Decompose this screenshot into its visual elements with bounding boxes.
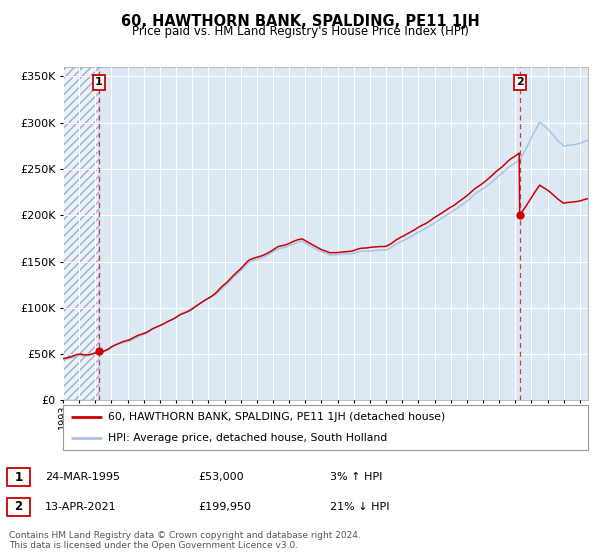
Text: 1: 1 <box>95 77 103 87</box>
Text: 13-APR-2021: 13-APR-2021 <box>45 502 116 512</box>
Text: 24-MAR-1995: 24-MAR-1995 <box>45 472 120 482</box>
Text: 21% ↓ HPI: 21% ↓ HPI <box>330 502 389 512</box>
Bar <box>63 67 99 400</box>
FancyBboxPatch shape <box>63 405 588 450</box>
Text: Contains HM Land Registry data © Crown copyright and database right 2024.
This d: Contains HM Land Registry data © Crown c… <box>9 531 361 550</box>
Bar <box>63 67 99 400</box>
Text: 2: 2 <box>14 500 23 514</box>
Text: 60, HAWTHORN BANK, SPALDING, PE11 1JH (detached house): 60, HAWTHORN BANK, SPALDING, PE11 1JH (d… <box>107 412 445 422</box>
Text: 1: 1 <box>14 470 23 484</box>
Text: 3% ↑ HPI: 3% ↑ HPI <box>330 472 382 482</box>
Text: 2: 2 <box>516 77 524 87</box>
Text: £53,000: £53,000 <box>198 472 244 482</box>
Text: £199,950: £199,950 <box>198 502 251 512</box>
Text: Price paid vs. HM Land Registry's House Price Index (HPI): Price paid vs. HM Land Registry's House … <box>131 25 469 39</box>
Text: HPI: Average price, detached house, South Holland: HPI: Average price, detached house, Sout… <box>107 432 387 442</box>
Text: 60, HAWTHORN BANK, SPALDING, PE11 1JH: 60, HAWTHORN BANK, SPALDING, PE11 1JH <box>121 14 479 29</box>
